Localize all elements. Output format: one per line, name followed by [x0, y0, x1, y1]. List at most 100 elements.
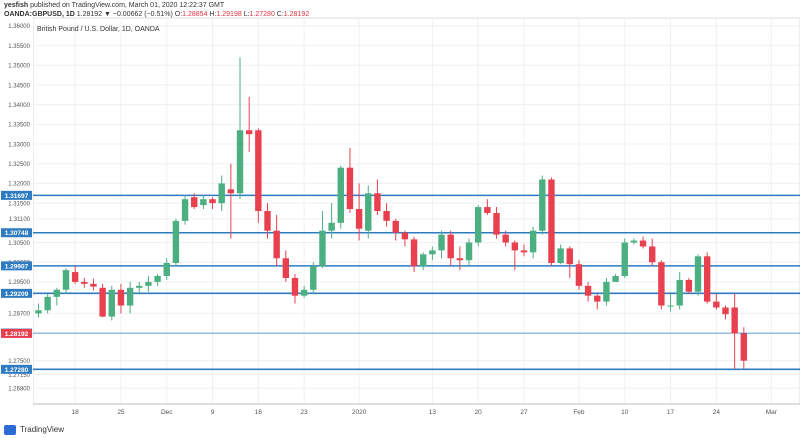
price-tick-label: 1.33500	[8, 123, 30, 129]
candle	[81, 277, 88, 288]
candle-body	[566, 248, 573, 265]
publish-line: yesfish published on TradingView.com, Ma…	[4, 2, 309, 11]
candle-body	[71, 272, 79, 282]
publish-info: published on TradingView.com, March 01, …	[30, 2, 225, 9]
candle-body	[365, 193, 372, 231]
candle-body	[346, 167, 354, 210]
candle-body	[245, 130, 253, 135]
candle-body	[282, 258, 290, 278]
candle	[520, 244, 528, 257]
candle	[493, 207, 500, 239]
price-tag	[1, 190, 32, 200]
close-value: 1.28192	[283, 10, 310, 18]
price-tag	[1, 328, 32, 338]
candle-body	[273, 230, 280, 259]
candle-body	[429, 250, 436, 255]
candle-body	[594, 295, 601, 302]
candle-body	[703, 256, 711, 302]
candle	[502, 230, 509, 247]
candle-body	[53, 289, 61, 297]
candles	[35, 57, 748, 370]
candle-body	[658, 262, 665, 306]
candle	[44, 293, 51, 314]
candle	[108, 285, 115, 321]
candle	[117, 283, 125, 314]
candle	[200, 195, 207, 210]
candle	[639, 236, 647, 249]
tradingview-logo-icon[interactable]	[4, 425, 16, 435]
candle-body	[630, 240, 638, 243]
time-tick-label: Mar	[766, 409, 778, 416]
candle	[218, 175, 225, 211]
candle-body	[676, 279, 683, 306]
candle	[35, 303, 42, 318]
price-tick-label: 1.35000	[8, 64, 30, 70]
candle	[566, 246, 573, 278]
candle	[71, 266, 79, 284]
author[interactable]: yesfish	[4, 2, 29, 9]
open-label: O:	[174, 10, 183, 18]
candle	[685, 277, 693, 294]
candle-body	[447, 234, 454, 259]
candle-body	[291, 277, 299, 296]
candle	[621, 238, 628, 278]
candle-body	[99, 287, 106, 317]
candle-body	[310, 266, 317, 290]
candle	[282, 250, 290, 282]
candle	[713, 293, 720, 310]
price-axis[interactable]: 1.36000 1.35500 1.35000 1.34500 1.34000 1.335…	[0, 18, 33, 404]
candle-body	[227, 189, 235, 194]
candle	[474, 205, 482, 247]
candle-body	[667, 305, 674, 307]
candle-body	[722, 307, 729, 315]
candle	[328, 203, 335, 239]
candle	[694, 254, 702, 296]
candle	[337, 165, 344, 229]
candle	[722, 305, 729, 320]
candle	[529, 226, 537, 259]
time-axis[interactable]: 18 25 Dec 9 16 23 2020 13 20 27 Feb 10 17 24 Mar	[33, 403, 800, 416]
brand-name[interactable]: TradingView	[20, 425, 65, 434]
candle	[191, 193, 198, 210]
candle-body	[35, 310, 42, 314]
time-tick-label: Feb	[573, 409, 585, 416]
candle	[465, 238, 473, 267]
candle-body	[548, 179, 555, 263]
candle-body	[218, 183, 225, 204]
price-tick-label: 1.32500	[8, 162, 30, 168]
time-tick-label: 17	[667, 409, 675, 416]
candle-body	[731, 307, 738, 334]
time-tick-label: 23	[301, 409, 309, 416]
candle	[438, 230, 445, 259]
time-tick-label: 2020	[352, 409, 367, 416]
gridlines	[32, 17, 800, 405]
candlestick-chart[interactable]: 1.36000 1.35500 1.35000 1.34500 1.34000 1.335…	[0, 0, 800, 423]
candle-body	[621, 242, 628, 276]
candle	[447, 230, 454, 267]
candle	[374, 179, 381, 215]
candle	[255, 128, 262, 223]
candle-body	[136, 285, 143, 288]
candle	[291, 274, 299, 304]
candle-body	[328, 222, 335, 231]
candle	[420, 252, 427, 271]
candle-body	[191, 197, 198, 208]
low-label: L:	[243, 10, 250, 18]
price-tick-label: 1.29500	[8, 280, 30, 286]
candle	[172, 218, 180, 267]
time-tick-label: 27	[520, 409, 528, 416]
candle	[99, 283, 106, 318]
price-tick-label: 1.31100	[9, 217, 31, 223]
candle-body	[511, 242, 519, 251]
candle	[209, 197, 216, 210]
price-tag-label: 1.29907	[5, 263, 29, 270]
low-value: 1.27280	[249, 10, 275, 18]
symbol: OANDA:GBPUSD, 1D	[4, 10, 75, 18]
open-value: 1.28854	[182, 10, 208, 18]
candle	[667, 293, 674, 312]
candle-body	[612, 275, 619, 282]
candle-body	[713, 301, 720, 308]
candle	[429, 246, 436, 261]
chart-header: yesfish published on TradingView.com, Ma…	[4, 2, 309, 19]
candle-body	[319, 230, 326, 267]
